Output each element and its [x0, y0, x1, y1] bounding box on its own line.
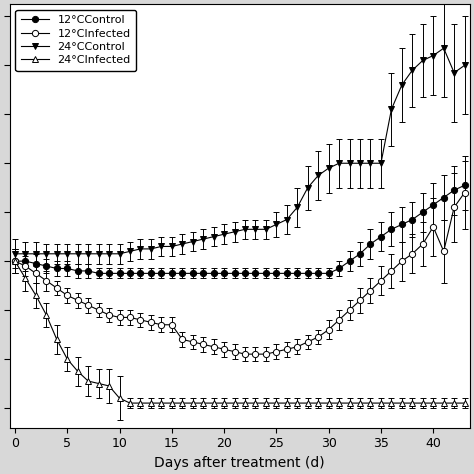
X-axis label: Days after treatment (d): Days after treatment (d) — [155, 456, 325, 470]
Legend: 12°CControl, 12°CInfected, 24°CControl, 24°CInfected: 12°CControl, 12°CInfected, 24°CControl, … — [15, 10, 137, 71]
